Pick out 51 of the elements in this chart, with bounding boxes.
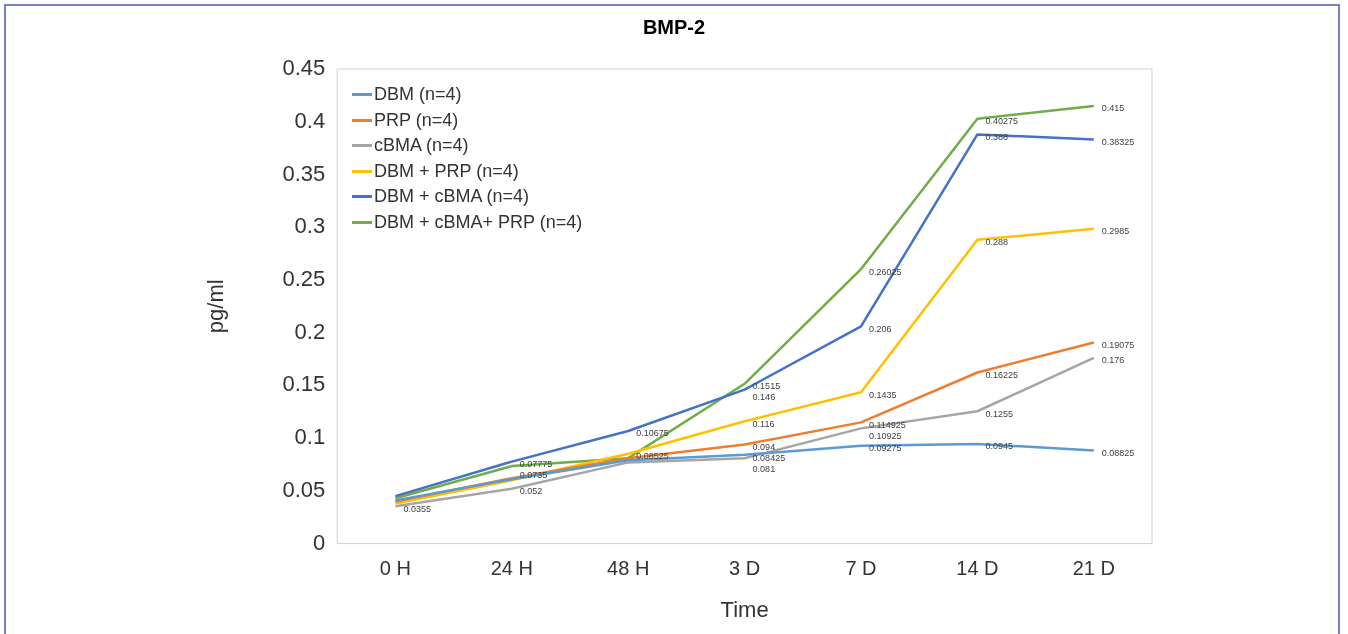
data-label: 0.08425 xyxy=(752,452,786,463)
y-tick-label: 0.15 xyxy=(282,371,326,397)
data-label: 0.2985 xyxy=(1101,226,1130,237)
x-tick-label: 7 D xyxy=(845,557,877,580)
legend-label: DBM (n=4) xyxy=(374,84,462,106)
x-tick-label: 24 H xyxy=(490,557,533,580)
chart-title: BMP-2 xyxy=(641,16,707,39)
data-label: 0.38325 xyxy=(1101,136,1135,147)
y-tick-label: 0 xyxy=(312,529,326,555)
data-label: 0.0355 xyxy=(403,503,431,514)
data-label: 0.10925 xyxy=(869,430,902,441)
data-label: 0.08825 xyxy=(1101,448,1135,459)
legend-label: DBM + cBMA (n=4) xyxy=(374,186,530,208)
data-label: 0.176 xyxy=(1101,355,1125,366)
data-label: 0.116 xyxy=(752,418,775,429)
data-label: 0.094 xyxy=(752,441,776,452)
data-label: 0.40275 xyxy=(985,116,1018,127)
data-label: 0.146 xyxy=(752,392,776,403)
y-tick-label: 0.35 xyxy=(282,160,326,186)
x-axis-title: Time xyxy=(720,596,769,622)
y-tick-label: 0.45 xyxy=(282,55,326,81)
y-tick-label: 0.2 xyxy=(294,318,326,344)
data-label: 0.052 xyxy=(519,486,543,497)
x-tick-label: 0 H xyxy=(379,557,411,580)
data-label: 0.09275 xyxy=(869,443,902,454)
data-label: 0.288 xyxy=(985,237,1008,248)
y-tick-label: 0.05 xyxy=(282,476,326,502)
legend-label: cBMA (n=4) xyxy=(374,135,469,157)
data-label: 0.16225 xyxy=(985,369,1018,380)
y-axis-title: pg/ml xyxy=(203,279,229,334)
x-tick-label: 21 D xyxy=(1072,557,1115,580)
y-tick-label: 0.25 xyxy=(282,266,326,291)
data-label: 0.07775 xyxy=(519,459,553,470)
y-tick-label: 0.4 xyxy=(294,107,326,133)
data-label: 0.08525 xyxy=(636,451,669,462)
data-label: 0.19075 xyxy=(1101,339,1135,350)
data-label: 0.1255 xyxy=(985,408,1013,419)
legend-label: DBM + cBMA+ PRP (n=4) xyxy=(374,211,583,233)
x-tick-label: 48 H xyxy=(607,557,650,580)
legend-label: DBM + PRP (n=4) xyxy=(374,160,519,182)
data-label: 0.1435 xyxy=(869,389,897,400)
data-label: 0.415 xyxy=(1101,103,1125,114)
y-tick-label: 0.3 xyxy=(294,213,326,239)
data-label: 0.1515 xyxy=(752,381,781,392)
y-tick-label: 0.1 xyxy=(294,424,326,450)
data-label: 0.206 xyxy=(869,323,892,334)
x-tick-label: 14 D xyxy=(956,557,999,580)
x-tick-label: 3 D xyxy=(729,557,761,580)
data-label: 0.114925 xyxy=(869,419,906,430)
legend-label: PRP (n=4) xyxy=(374,109,459,131)
data-label: 0.081 xyxy=(752,463,776,474)
